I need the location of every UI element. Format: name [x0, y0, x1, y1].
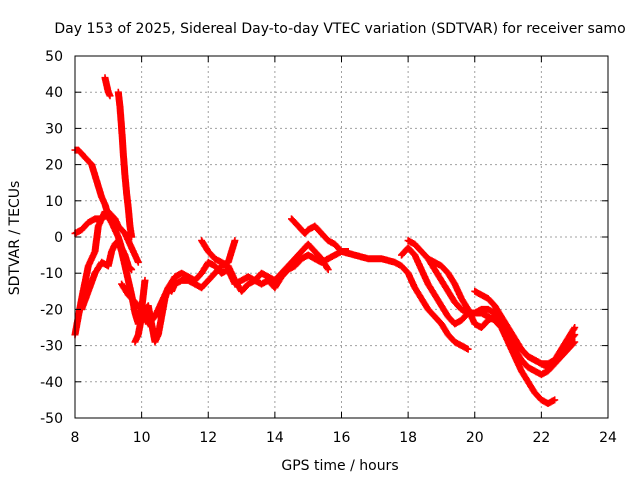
y-tick-label: 30 — [45, 121, 63, 137]
y-tick-label: -10 — [40, 266, 63, 282]
series-markers — [288, 215, 345, 255]
series-track-4 — [78, 237, 149, 328]
y-axis-label: SDTVAR / TECUs — [7, 181, 23, 296]
y-tick-label: 20 — [45, 158, 63, 174]
series-markers — [78, 237, 149, 328]
x-tick-label: 8 — [71, 430, 80, 446]
y-tick-label: 0 — [54, 230, 63, 246]
series-markers — [471, 287, 579, 368]
x-tick-label: 10 — [133, 430, 151, 446]
series-track-10 — [288, 215, 345, 255]
y-tick-label: -40 — [40, 375, 63, 391]
x-tick-label: 22 — [532, 430, 550, 446]
tick-layer: 8 10 12 14 16 18 20 22 24 -50 -40 -30 -20 -10 0 10 20 30 4… — [40, 49, 617, 446]
series-markers — [131, 237, 239, 346]
x-tick-label: 16 — [333, 430, 351, 446]
series-track-9 — [198, 237, 332, 295]
y-tick-label: 50 — [45, 49, 63, 65]
series-markers — [101, 74, 114, 100]
y-tick-label: 40 — [45, 85, 63, 101]
chart-title: Day 153 of 2025, Sidereal Day-to-day VTE… — [54, 21, 625, 37]
y-tick-label: 10 — [45, 194, 63, 210]
series-track-15 — [471, 287, 579, 368]
series-track-11 — [338, 248, 472, 353]
series-markers — [338, 248, 472, 353]
x-tick-label: 12 — [199, 430, 217, 446]
series-track-6 — [114, 88, 136, 241]
x-tick-label: 18 — [399, 430, 417, 446]
series-markers — [198, 237, 332, 295]
x-axis-label: GPS time / hours — [281, 458, 398, 474]
series-track-8 — [131, 237, 239, 346]
y-tick-label: -20 — [40, 302, 63, 318]
series-markers — [114, 88, 136, 241]
y-tick-label: -50 — [40, 411, 63, 427]
grid-layer — [75, 56, 608, 418]
y-tick-label: -30 — [40, 339, 63, 355]
x-tick-label: 20 — [466, 430, 484, 446]
x-tick-label: 14 — [266, 430, 284, 446]
x-tick-label: 24 — [599, 430, 617, 446]
data-layer — [71, 74, 579, 407]
series-track-5 — [101, 74, 114, 100]
